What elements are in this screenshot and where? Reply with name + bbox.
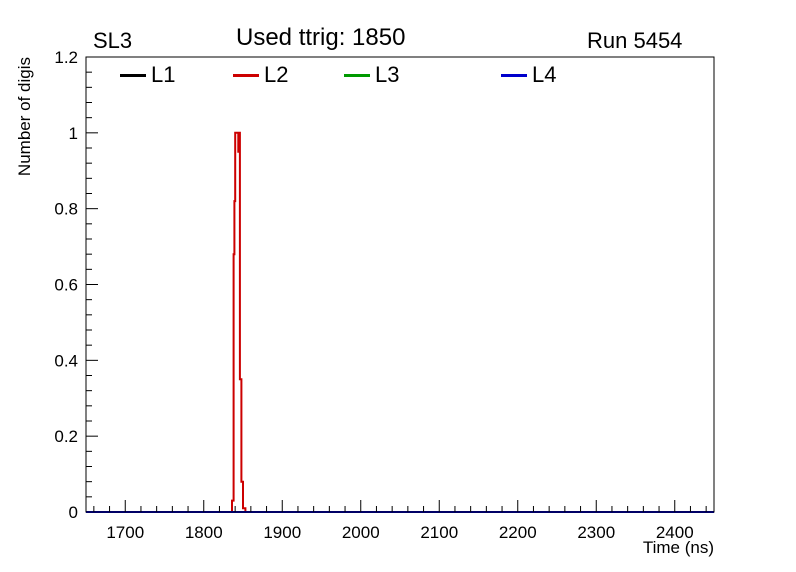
legend-label-l2: L2 xyxy=(264,62,289,87)
y-tick-label: 0.8 xyxy=(54,200,78,219)
x-tick-label: 2200 xyxy=(499,523,537,542)
legend-line-l3 xyxy=(344,73,370,77)
x-tick-label: 1800 xyxy=(185,523,223,542)
series-line-l2 xyxy=(86,131,714,513)
legend-entry-l1: L1 xyxy=(120,61,175,89)
legend-line-l2 xyxy=(233,73,259,77)
x-tick-label: 2100 xyxy=(420,523,458,542)
axis-tick-labels: 1700 1800 1900 2000 2100 2200 2300 2400 0 0.2 0.4 0… xyxy=(54,48,693,542)
x-tick-label: 2400 xyxy=(656,523,694,542)
x-tick-label: 1900 xyxy=(263,523,301,542)
axis-ticks xyxy=(86,56,707,513)
x-tick-label: 2300 xyxy=(577,523,615,542)
legend-label-l4: L4 xyxy=(532,62,557,87)
legend-entry-l3: L3 xyxy=(344,61,399,89)
legend-label-l1: L1 xyxy=(151,62,176,87)
run-title: Run 5454 xyxy=(587,28,683,53)
legend-entry-l4: L4 xyxy=(501,61,556,89)
series-lines xyxy=(86,131,714,513)
y-axis-title: Number of digis xyxy=(15,57,34,176)
y-tick-label: 0.4 xyxy=(54,351,78,370)
legend-line-l4 xyxy=(501,73,527,77)
legend: L1 L2 L3 L4 xyxy=(120,61,680,89)
y-tick-label: 1.2 xyxy=(54,48,78,67)
x-tick-label: 1700 xyxy=(106,523,144,542)
pad-title: SL3 xyxy=(93,28,133,53)
x-axis-title: Time (ns) xyxy=(643,538,714,557)
y-tick-label: 0.6 xyxy=(54,276,78,295)
y-tick-label: 0.2 xyxy=(54,427,78,446)
legend-label-l3: L3 xyxy=(375,62,400,87)
y-tick-label: 0 xyxy=(69,503,78,522)
legend-entry-l2: L2 xyxy=(233,61,288,89)
y-tick-label: 1 xyxy=(69,124,78,143)
axis-frame xyxy=(85,56,715,513)
x-tick-label: 2000 xyxy=(342,523,380,542)
main-title: Used ttrig: 1850 xyxy=(236,24,406,51)
legend-line-l1 xyxy=(120,73,146,77)
